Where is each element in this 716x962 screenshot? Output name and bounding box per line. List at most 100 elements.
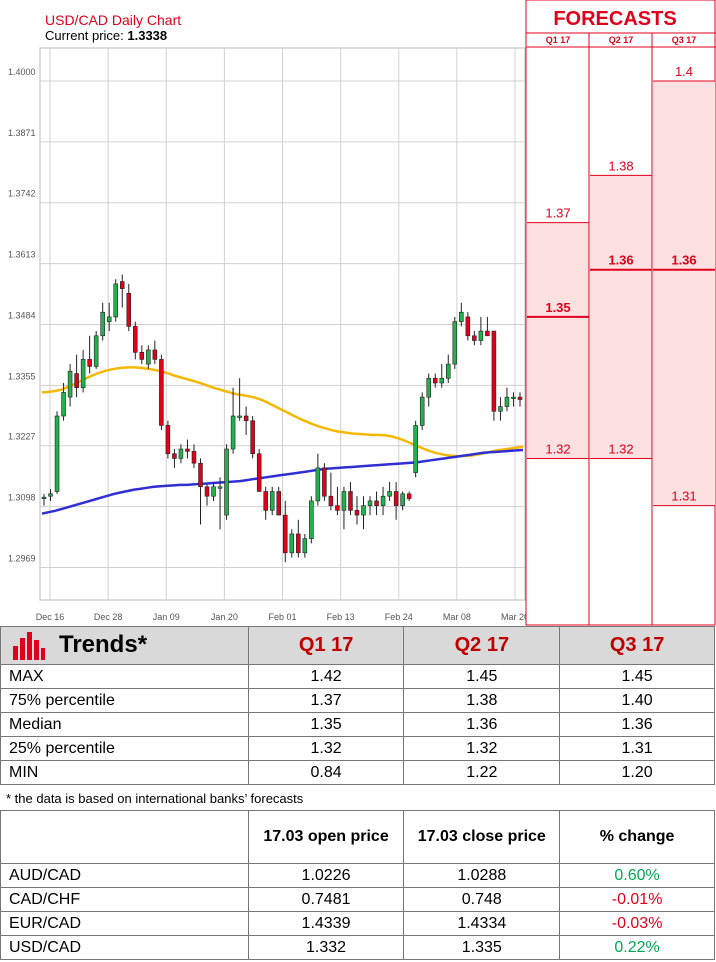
trends-title: Trends* [59, 631, 148, 659]
candle-body [269, 491, 275, 511]
candle [191, 444, 197, 468]
candle-body [61, 392, 66, 417]
fx-header-row: 17.03 open price 17.03 close price % cha… [0, 810, 715, 864]
pair: CAD/CHF [0, 887, 249, 912]
candle [237, 378, 242, 421]
candle-body [491, 330, 497, 412]
candle [439, 364, 445, 388]
candle-body [504, 396, 510, 407]
candle-body [309, 500, 314, 539]
candle-body [315, 467, 321, 502]
forecast-range [527, 222, 589, 459]
y-tick-label: 1.2969 [8, 553, 36, 563]
candle [413, 420, 418, 478]
candle-body [54, 415, 60, 492]
y-tick-label: 1.3098 [8, 493, 36, 503]
candle [485, 316, 490, 337]
candle-body [191, 451, 197, 464]
candle [374, 491, 379, 516]
cell: 1.31 [559, 736, 715, 761]
x-tick-label: Feb 13 [327, 612, 355, 622]
candle-body [106, 316, 112, 322]
candle-body [465, 316, 471, 337]
candle-body [341, 491, 347, 511]
bar-chart-icon [13, 631, 45, 660]
forecast-range [653, 81, 715, 506]
trends-footnote: * the data is based on international ban… [6, 791, 304, 806]
close: 0.748 [403, 887, 561, 912]
candle-body [393, 491, 399, 506]
change: -0.03% [559, 911, 715, 936]
usdcad-chart: 1.4000 1.3871 1.3742 1.3613 1.3484 1.3355 1.32… [8, 0, 716, 626]
candle [250, 416, 255, 459]
trends-col-q3: Q3 17 [559, 626, 715, 665]
trends-row-p25: 25% percentile 1.32 1.32 1.31 [0, 736, 715, 761]
candle-body [452, 321, 458, 365]
candle-body [146, 349, 151, 365]
candle [459, 302, 464, 327]
forecast-level-label: 1.4 [675, 64, 693, 79]
candle-body [185, 448, 190, 452]
candle [67, 364, 73, 407]
forecast-level-label: 1.36 [671, 253, 696, 268]
cell: 1.45 [403, 664, 561, 689]
candle [106, 302, 112, 332]
cell: 1.42 [247, 664, 405, 689]
candle [119, 274, 125, 308]
candle-body [472, 335, 477, 341]
forecast-col-label: Q1 17 [546, 35, 571, 45]
candle-body [289, 533, 295, 554]
candle-body [113, 283, 118, 318]
candle [289, 529, 295, 558]
cell: 1.20 [559, 760, 715, 785]
candle [472, 331, 477, 346]
candle-body [485, 330, 490, 337]
candle-body [74, 373, 79, 388]
candle-body [406, 493, 412, 499]
y-tick-label: 1.3484 [8, 310, 36, 320]
candle-body [204, 486, 210, 497]
candle-body [172, 453, 177, 459]
candle-body [133, 326, 138, 353]
candle-body [250, 420, 255, 455]
candle-body [198, 462, 203, 488]
candle [269, 486, 275, 516]
candle-body [302, 538, 308, 554]
candle [328, 472, 334, 511]
candle [452, 316, 458, 369]
close: 1.335 [403, 935, 561, 960]
chart-title: USD/CAD Daily Chart [45, 12, 181, 28]
y-tick-label: 1.3742 [8, 189, 36, 199]
moving-averages [41, 366, 524, 515]
cell: 1.38 [403, 688, 561, 713]
close: 1.4334 [403, 911, 561, 936]
candle-body [276, 491, 281, 516]
candle-body [335, 505, 340, 511]
candle [465, 312, 471, 341]
change: 0.60% [559, 863, 715, 888]
candle [341, 486, 347, 530]
candle [41, 493, 47, 506]
y-tick-label: 1.3613 [8, 250, 36, 260]
cell: 1.32 [247, 736, 405, 761]
candle-body [48, 493, 53, 497]
candle [256, 449, 262, 492]
candle [146, 345, 151, 369]
trends-row-max: MAX 1.42 1.45 1.45 [0, 664, 715, 689]
fx-header-change: % change [559, 810, 715, 864]
candle [198, 458, 203, 525]
candle [178, 444, 184, 464]
candle [74, 354, 79, 398]
candle-body [126, 293, 132, 327]
cell: 1.32 [403, 736, 561, 761]
x-axis: Dec 16 Dec 28 Jan 09 Jan 20 Feb 01 Feb 13 Feb … [36, 612, 529, 622]
cell: 1.45 [559, 664, 715, 689]
y-tick-label: 1.3227 [8, 432, 36, 442]
trends-header-row: Trends* Q1 17 Q2 17 Q3 17 [0, 626, 715, 665]
candle [419, 392, 425, 431]
candles [41, 274, 523, 563]
candle-body [387, 491, 392, 497]
trends-row-p75: 75% percentile 1.37 1.38 1.40 [0, 688, 715, 713]
candle [54, 411, 60, 494]
candle-body [178, 448, 184, 459]
